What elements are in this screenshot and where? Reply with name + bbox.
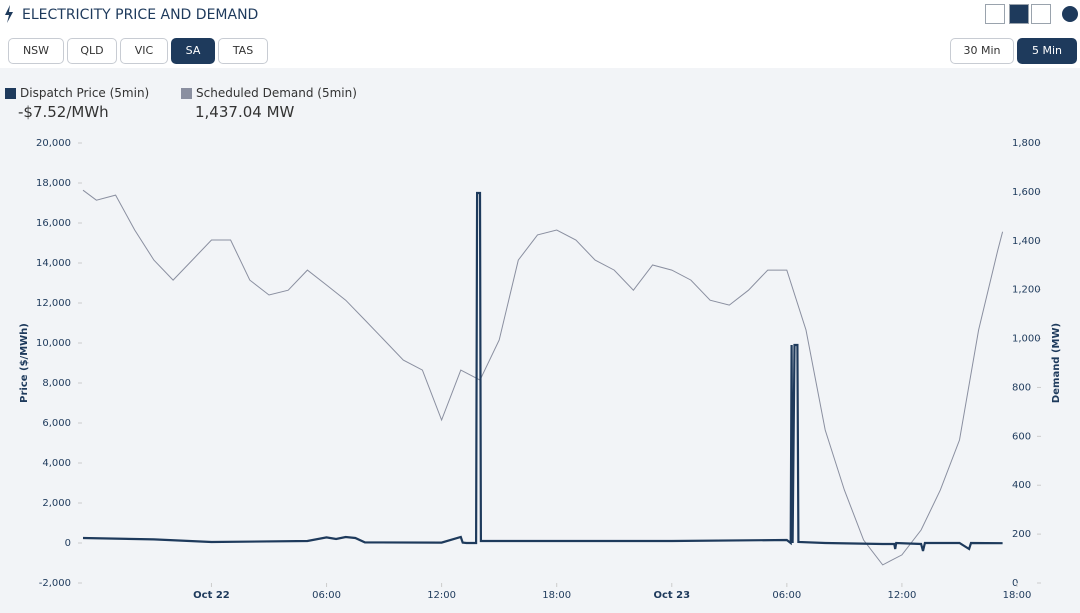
y-tick-label: 0: [65, 538, 71, 549]
y-tick-label: 8,000: [42, 378, 71, 389]
price-readout: -$7.52/MWh: [18, 103, 109, 121]
y2-tick-label: 1,400: [1012, 236, 1041, 247]
x-tick-label: Oct 23: [653, 590, 690, 601]
chart: -2,000 0 2,000 4,000 6,000 8,000 10,000 12,000 1…: [19, 138, 1062, 601]
legend-swatch: [181, 88, 192, 99]
series-line: [82, 191, 1003, 552]
y-tick-label: 14,000: [36, 258, 71, 269]
y-axis-title: Price ($/MWh): [19, 323, 30, 403]
legend-entry[interactable]: Scheduled Demand (5min): [196, 86, 357, 100]
y2-tick-label: 1,000: [1012, 334, 1041, 345]
chart-view-button[interactable]: [1009, 4, 1029, 24]
x-tick-label: 06:00: [772, 590, 801, 601]
y2-tick-label: 1,200: [1012, 285, 1041, 296]
y2-tick-label: 0: [1012, 578, 1018, 589]
y-tick-label: 10,000: [36, 338, 71, 349]
header: ELECTRICITY PRICE AND DEMAND: [0, 0, 1080, 30]
table-view-button[interactable]: [1031, 4, 1051, 24]
toolbar: NSW QLD VIC SA TAS 30 Min 5 Min: [0, 30, 1080, 68]
x-tick-label: Oct 22: [193, 590, 230, 601]
interval-button[interactable]: 5 Min: [1017, 38, 1077, 64]
region-button[interactable]: NSW: [8, 38, 64, 64]
info-button[interactable]: [1062, 6, 1078, 22]
bolt-icon: [5, 5, 13, 23]
x-tick-label: 18:00: [1003, 590, 1032, 601]
region-button[interactable]: TAS: [218, 38, 268, 64]
y2-tick-label: 1,800: [1012, 138, 1041, 149]
y-tick-label: 6,000: [42, 418, 71, 429]
y-tick-label: 16,000: [36, 218, 71, 229]
interval-button[interactable]: 30 Min: [950, 38, 1014, 64]
region-button[interactable]: SA: [171, 38, 215, 64]
region-button[interactable]: VIC: [120, 38, 168, 64]
y2-tick-label: 1,600: [1012, 187, 1041, 198]
series-line: [82, 189, 1004, 566]
x-tick-label: 06:00: [312, 590, 341, 601]
y2-tick-label: 800: [1012, 382, 1031, 393]
x-tick-label: 18:00: [542, 590, 571, 601]
title: ELECTRICITY PRICE AND DEMAND: [22, 7, 259, 23]
y-tick-label: 4,000: [42, 458, 71, 469]
region-button[interactable]: QLD: [67, 38, 117, 64]
y2-tick-label: 600: [1012, 431, 1031, 442]
legend-entry[interactable]: Dispatch Price (5min): [20, 86, 150, 100]
y2-tick-label: 400: [1012, 480, 1031, 491]
y-tick-label: 18,000: [36, 178, 71, 189]
legend-swatch: [5, 88, 16, 99]
x-tick-label: 12:00: [888, 590, 917, 601]
y-tick-label: -2,000: [39, 578, 71, 589]
y2-axis-title: Demand (MW): [1051, 323, 1062, 403]
y-tick-label: 20,000: [36, 138, 71, 149]
download-button[interactable]: [985, 4, 1005, 24]
y-tick-label: 12,000: [36, 298, 71, 309]
y-tick-label: 2,000: [42, 498, 71, 509]
demand-readout: 1,437.04 MW: [195, 103, 295, 121]
x-tick-label: 12:00: [427, 590, 456, 601]
y2-tick-label: 200: [1012, 529, 1031, 540]
